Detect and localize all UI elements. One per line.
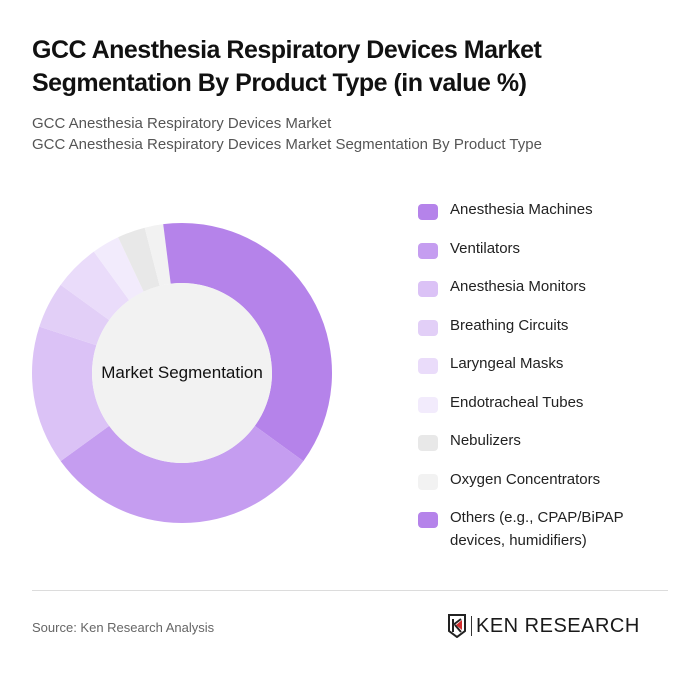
subtitle-line-1: GCC Anesthesia Respiratory Devices Marke… [32,115,332,132]
legend-label: Endotracheal Tubes [450,393,584,411]
donut-segment [60,425,304,523]
logo-text: KEN RESEARCH [476,614,640,637]
legend-item: Endotracheal Tubes [418,391,678,430]
legend-swatch [418,512,438,528]
donut-svg [32,223,332,523]
donut-segment [118,227,160,292]
legend-item: Ventilators [418,237,678,276]
chart-subtitle: GCC Anesthesia Respiratory Devices Marke… [32,113,542,155]
legend-label: Nebulizers [450,432,521,449]
logo-separator [471,616,472,636]
legend-swatch [418,473,438,490]
donut-segment [144,224,171,286]
donut-center-label: Market Segmentation [101,363,263,382]
donut-segment [60,251,130,321]
legend-swatch [418,319,438,336]
legend-label: Breathing Circuits [450,316,569,334]
legend-item: Nebulizers [418,429,678,468]
legend-item: Anesthesia Monitors [418,275,678,314]
donut-segment [32,326,110,462]
chart-legend: Anesthesia Machines Ventilators Anesthesia… [418,198,678,556]
legend-label: Laryngeal Masks [450,355,564,372]
legend-item: Oxygen Concentrators [418,468,678,507]
legend-swatch [418,281,438,297]
legend-item: Anesthesia Machines [418,198,678,237]
legend-label: Oxygen Concentrators [450,470,601,488]
source-note: Source: Ken Research Analysis [32,620,215,635]
legend-swatch [418,396,438,413]
ken-research-shield-icon [448,614,466,638]
legend-label: Ventilators [450,239,521,257]
donut-segment [182,223,332,462]
donut-segment [163,223,182,284]
legend-item: Breathing Circuits [418,314,678,353]
legend-swatch [418,435,438,451]
legend-item: Laryngeal Masks [418,352,678,391]
legend-item: Others (e.g., CPAP/BiPAP devices, humidi… [418,506,678,556]
chart-title: GCC Anesthesia Respiratory Devices Marke… [32,36,542,97]
legend-swatch [418,204,438,220]
legend-label: Anesthesia Machines [450,201,593,218]
footer-divider [32,590,668,591]
legend-swatch [418,242,438,259]
donut-chart [20,210,350,540]
legend-swatch [418,358,438,374]
donut-hole [92,283,272,463]
legend-label: Others (e.g., CPAP/BiPAP devices, humidi… [450,509,624,549]
legend-label: Anesthesia Monitors [450,278,586,295]
donut-segment [93,237,144,301]
subtitle-line-2: GCC Anesthesia Respiratory Devices Marke… [32,136,542,153]
ken-research-logo: KEN RESEARCH [447,614,640,638]
donut-segment [39,284,110,346]
